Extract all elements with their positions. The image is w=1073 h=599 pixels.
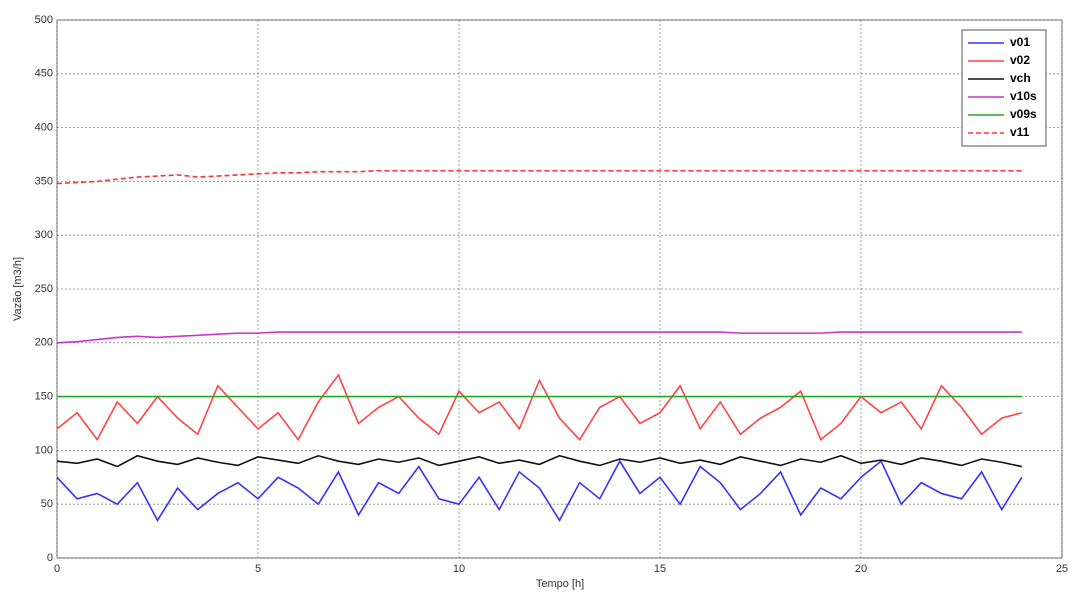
series-line xyxy=(56,459,1023,522)
legend-label: v01 xyxy=(1010,35,1030,49)
y-tick-label: 450 xyxy=(35,68,53,80)
x-tick-label: 10 xyxy=(453,563,465,575)
y-tick-label: 100 xyxy=(35,444,53,456)
legend-label: v02 xyxy=(1010,53,1030,67)
legend-label: v10s xyxy=(1010,89,1037,103)
legend-label: v09s xyxy=(1010,107,1037,121)
y-tick-label: 200 xyxy=(35,337,53,349)
y-tick-label: 300 xyxy=(35,229,53,241)
x-tick-label: 25 xyxy=(1056,563,1068,575)
y-tick-label: 50 xyxy=(41,498,53,510)
x-tick-label: 5 xyxy=(255,563,261,575)
y-tick-label: 350 xyxy=(35,175,53,187)
y-tick-label: 150 xyxy=(35,391,53,403)
y-tick-label: 250 xyxy=(35,283,53,295)
legend-box xyxy=(961,29,1047,147)
x-tick-label: 20 xyxy=(855,563,867,575)
y-axis-title: Vazão [m3/h] xyxy=(12,257,24,321)
x-tick-label: 15 xyxy=(654,563,666,575)
series-line xyxy=(56,169,1022,185)
series-line xyxy=(56,331,1022,344)
plot-area xyxy=(56,19,1063,559)
legend: v01 v02 vch v10s v09s v11 xyxy=(961,29,1047,147)
y-tick-label: 0 xyxy=(47,552,53,564)
x-tick-label: 0 xyxy=(54,563,60,575)
legend-label: vch xyxy=(1010,71,1031,85)
y-tick-label: 400 xyxy=(35,122,53,134)
series-line xyxy=(56,454,1022,468)
x-axis-title: Tempo [h] xyxy=(536,578,584,590)
y-tick-label: 500 xyxy=(35,14,53,26)
legend-label: v11 xyxy=(1010,125,1030,139)
